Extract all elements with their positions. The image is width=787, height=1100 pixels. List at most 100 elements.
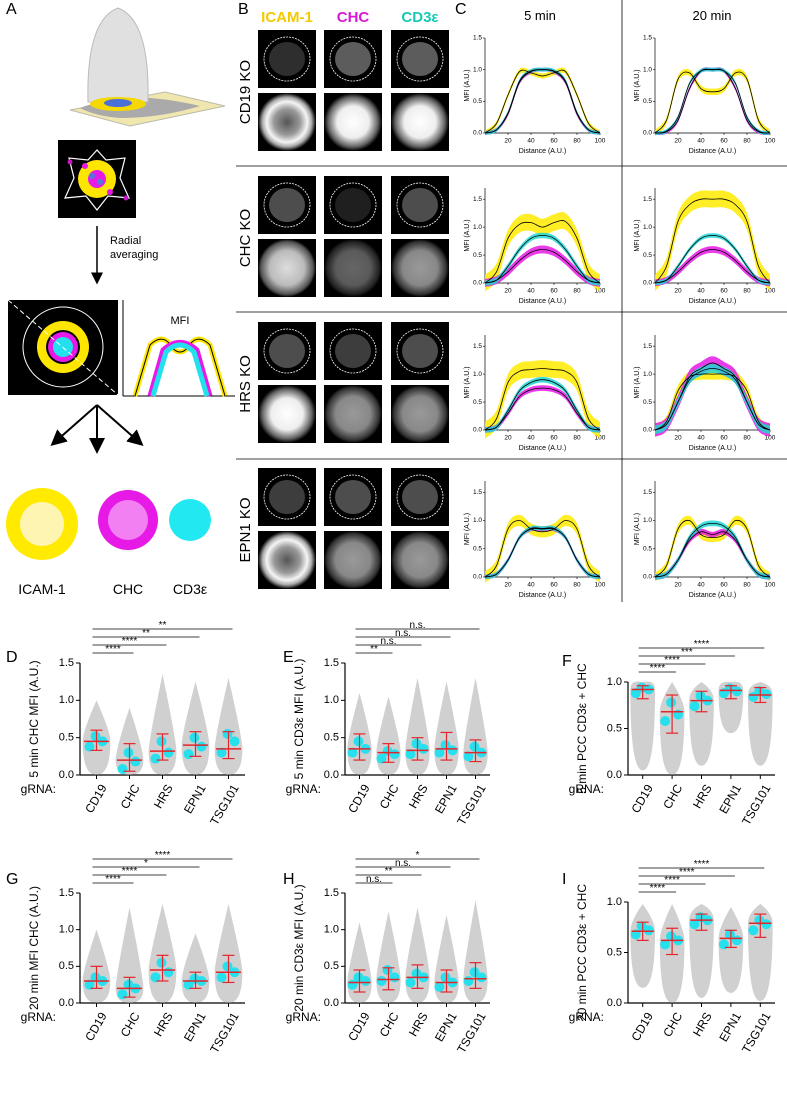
x-tick-label: CD19 bbox=[628, 782, 656, 816]
y-axis-label: MFI (A.U.) bbox=[464, 69, 471, 101]
replicate-point bbox=[440, 972, 451, 983]
y-axis-label: MFI (A.U.) bbox=[464, 366, 471, 398]
plot-label: MFI bbox=[171, 315, 190, 327]
x-tick-label: CHC bbox=[118, 782, 143, 812]
panel-label: E bbox=[283, 649, 294, 666]
y-tick-label: 1.5 bbox=[643, 489, 652, 496]
y-tick-label: 1.5 bbox=[473, 489, 482, 496]
y-tick-label: 1.0 bbox=[324, 694, 339, 706]
x-tick-label: 20 bbox=[674, 435, 682, 442]
x-tick-label: 20 bbox=[504, 582, 512, 589]
row-label: CD19 KO bbox=[237, 60, 254, 124]
row-label: EPN1 KO bbox=[237, 497, 254, 562]
replicate-point bbox=[183, 749, 194, 760]
mean-line bbox=[484, 220, 601, 284]
y-axis-label: 5 min CHC MFI (A.U.) bbox=[27, 660, 41, 777]
y-axis-label: MFI (A.U.) bbox=[634, 513, 641, 545]
mean-line bbox=[654, 522, 771, 578]
x-tick-label: 20 bbox=[504, 435, 512, 442]
x-tick-label: 100 bbox=[595, 138, 606, 145]
channel-label: CHC bbox=[337, 9, 370, 26]
point-cloud bbox=[181, 933, 210, 1003]
x-axis-label: gRNA: bbox=[21, 1010, 56, 1024]
x-tick-label: 100 bbox=[765, 288, 776, 295]
x-tick-label: 20 bbox=[674, 582, 682, 589]
x-tick-label: 80 bbox=[743, 435, 751, 442]
point-cloud bbox=[148, 904, 177, 1003]
significance-label: **** bbox=[122, 866, 138, 877]
averaged-image bbox=[324, 93, 382, 151]
y-tick-label: 0.0 bbox=[643, 427, 652, 434]
x-axis-label: gRNA: bbox=[21, 782, 56, 796]
x-tick-label: 40 bbox=[527, 582, 535, 589]
x-axis-label: Distance (A.U.) bbox=[689, 592, 736, 599]
error-band bbox=[655, 368, 770, 436]
replicate-point bbox=[376, 976, 387, 986]
x-tick-label: 20 bbox=[674, 138, 682, 145]
tcr-dot bbox=[89, 173, 95, 179]
replicate-point bbox=[689, 701, 700, 712]
x-tick-label: TSG101 bbox=[739, 1010, 774, 1056]
x-tick-label: HRS bbox=[151, 782, 176, 811]
y-axis-label: MFI (A.U.) bbox=[634, 69, 641, 101]
replicate-point bbox=[689, 919, 700, 930]
x-tick-label: 100 bbox=[765, 582, 776, 589]
y-tick-label: 1.0 bbox=[59, 694, 74, 706]
x-tick-label: 100 bbox=[595, 288, 606, 295]
cell-outline bbox=[263, 36, 311, 82]
cell-signal bbox=[335, 480, 371, 514]
x-tick-label: 40 bbox=[697, 435, 705, 442]
averaged-image bbox=[391, 531, 449, 589]
panel-label: A bbox=[6, 1, 17, 18]
x-tick-label: CHC bbox=[377, 1010, 402, 1040]
replicate-point bbox=[666, 931, 677, 942]
x-tick-label: 60 bbox=[720, 138, 728, 145]
tcr-dot bbox=[97, 179, 103, 185]
averaged-image bbox=[391, 239, 449, 297]
mean-line bbox=[484, 368, 601, 431]
x-tick-label: 20 bbox=[674, 288, 682, 295]
point-cloud bbox=[181, 681, 210, 775]
y-axis-label: 5 min CD3ε MFI (A.U.) bbox=[292, 659, 306, 780]
y-tick-label: 0.5 bbox=[59, 960, 74, 972]
schematic: Radial averaging MFI ICAM-1 CHC CD3ε bbox=[6, 7, 235, 597]
x-tick-label: 60 bbox=[550, 435, 558, 442]
mean-line bbox=[484, 387, 601, 431]
cell-outline bbox=[64, 149, 130, 211]
x-tick-label: 40 bbox=[697, 582, 705, 589]
replicate-point bbox=[150, 972, 161, 983]
y-tick-label: 1.0 bbox=[643, 66, 652, 73]
x-tick-label: 40 bbox=[697, 138, 705, 145]
replicate-point bbox=[189, 732, 200, 743]
y-tick-label: 1.0 bbox=[473, 224, 482, 231]
x-tick-label: CD19 bbox=[628, 1010, 656, 1044]
step-label: Radial bbox=[110, 235, 141, 247]
mean-line bbox=[654, 235, 771, 284]
significance-label: **** bbox=[650, 663, 666, 674]
replicate-point bbox=[469, 967, 480, 978]
x-tick-label: EPN1 bbox=[181, 1010, 209, 1044]
significance-label: **** bbox=[694, 639, 710, 650]
cell-outline bbox=[396, 328, 444, 374]
y-tick-label: 1.0 bbox=[473, 371, 482, 378]
x-tick-label: 80 bbox=[573, 582, 581, 589]
x-tick-label: CD19 bbox=[345, 782, 373, 816]
error-band bbox=[655, 364, 770, 435]
replicate-point bbox=[418, 743, 429, 754]
replicate-point bbox=[353, 972, 364, 983]
significance-label: n.s. bbox=[366, 874, 382, 885]
row-label: CHC KO bbox=[237, 209, 254, 267]
x-tick-label: TSG101 bbox=[739, 782, 774, 828]
x-axis-label: gRNA: bbox=[569, 782, 604, 796]
x-tick-label: 40 bbox=[697, 288, 705, 295]
replicate-point bbox=[434, 747, 445, 758]
legend-label: CD3ε bbox=[173, 581, 207, 597]
replicate-point bbox=[382, 746, 393, 757]
y-tick-label: 1.5 bbox=[324, 887, 339, 899]
significance-label: **** bbox=[650, 883, 666, 894]
point-cloud bbox=[214, 677, 243, 775]
mean-line bbox=[654, 198, 771, 284]
x-tick-label: 60 bbox=[720, 582, 728, 589]
replicate-point bbox=[440, 740, 451, 751]
